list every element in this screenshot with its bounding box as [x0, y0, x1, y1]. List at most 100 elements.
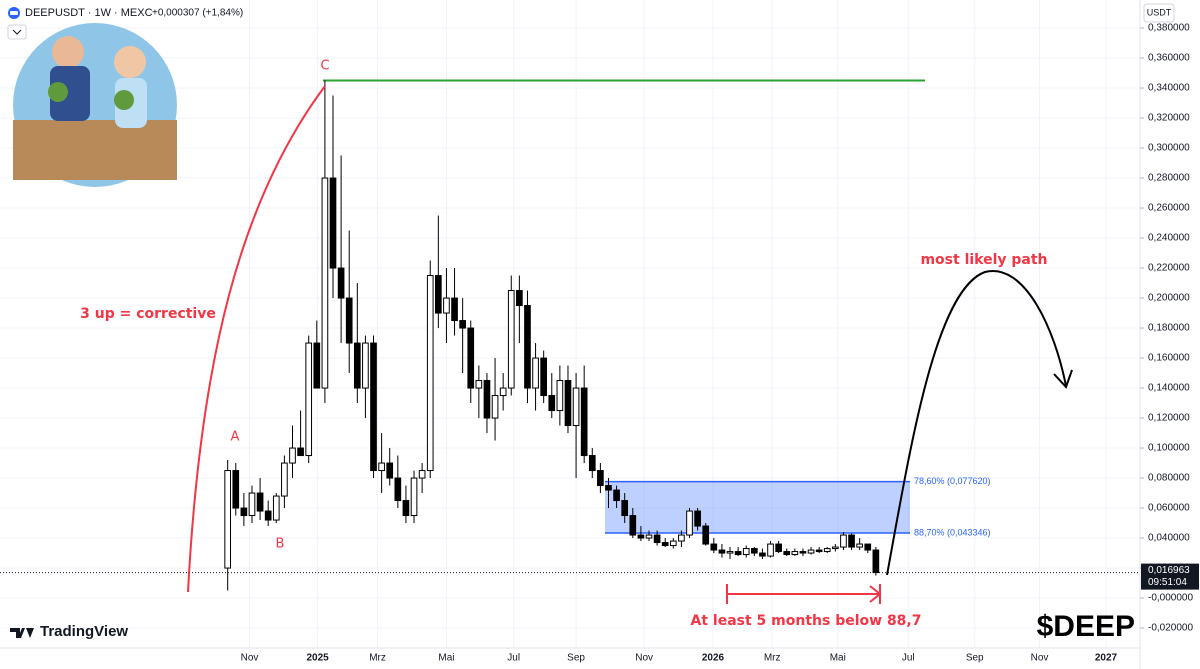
- y-tick-label: 0,320000: [1148, 113, 1190, 124]
- symbol: DEEPUSDT · 1W · MEXC: [25, 7, 153, 19]
- candle-body: [305, 342, 313, 457]
- avatar-body: [50, 66, 90, 121]
- wave-label: A: [231, 430, 240, 445]
- x-tick-label: Nov: [241, 653, 259, 664]
- y-tick-label: 0,180000: [1148, 323, 1190, 334]
- candle-body: [564, 380, 572, 427]
- candle-body: [605, 485, 612, 491]
- avatar: [13, 23, 177, 187]
- x-tick-label: Mai: [438, 653, 454, 664]
- candle-body: [864, 543, 872, 551]
- candle-body: [475, 380, 483, 389]
- candle-body: [410, 477, 418, 517]
- candle-body: [256, 492, 264, 512]
- avatar-coconut: [114, 90, 134, 110]
- candle-body: [718, 549, 726, 554]
- candle-body: [856, 543, 863, 548]
- candle-body: [572, 387, 580, 427]
- candle-body: [516, 290, 523, 307]
- candle-body: [840, 534, 847, 548]
- brand: TradingView: [40, 623, 128, 640]
- candle-body: [653, 534, 661, 544]
- candle-body: [742, 548, 750, 556]
- wave-label: C: [320, 59, 329, 74]
- candle-body: [629, 515, 637, 536]
- candle-body: [264, 510, 272, 521]
- y-tick-label: 0,360000: [1148, 53, 1190, 64]
- plot: [0, 0, 1140, 648]
- candle-body: [767, 543, 774, 557]
- price-tag-countdown: 09:51:04: [1148, 577, 1187, 588]
- x-tick-label: 2025: [306, 653, 329, 664]
- candle-body: [823, 548, 831, 553]
- price-tag: [1141, 563, 1199, 590]
- wave-label: B: [276, 537, 285, 552]
- y-tick-label: 0,220000: [1148, 263, 1190, 274]
- y-tick-label: 0,160000: [1148, 353, 1190, 364]
- candle-body: [726, 551, 734, 554]
- candle-body: [597, 470, 604, 487]
- x-tick-label: Sep: [966, 653, 984, 664]
- candle-body: [345, 297, 353, 344]
- change: +0,000307 (+1,84%): [152, 8, 243, 19]
- y-tick-label: 0,040000: [1148, 533, 1190, 544]
- collapse-button[interactable]: [7, 24, 27, 40]
- x-tick-label: Nov: [1031, 653, 1049, 664]
- y-tick-label: 0,200000: [1148, 293, 1190, 304]
- watermark: $DEEP: [1037, 610, 1135, 643]
- candle-body: [872, 549, 880, 574]
- candle-body: [362, 342, 369, 389]
- candle-body: [353, 342, 361, 389]
- candle-body: [815, 549, 823, 553]
- candle-body: [621, 500, 629, 517]
- candle-body: [807, 549, 815, 554]
- candle-body: [402, 500, 410, 517]
- candle-body: [734, 551, 742, 556]
- candle-body: [451, 297, 458, 322]
- candle-body: [418, 470, 426, 479]
- y-tick-label: 0,240000: [1148, 233, 1190, 244]
- candle-body: [394, 477, 402, 502]
- candle-body: [321, 177, 329, 389]
- y-tick-label: 0,080000: [1148, 473, 1190, 484]
- x-tick-label: Mrz: [369, 653, 386, 664]
- avatar-floor: [13, 120, 177, 180]
- candle-body: [669, 540, 677, 547]
- candle-body: [240, 507, 248, 517]
- candle-body: [435, 275, 442, 314]
- annotation: most likely path: [920, 252, 1047, 268]
- y-tick-label: 0,060000: [1148, 503, 1190, 514]
- candle-body: [426, 275, 434, 472]
- avatar-head: [52, 36, 84, 68]
- fib-zone: [605, 481, 910, 534]
- candle-body: [759, 552, 766, 557]
- candle-body: [483, 380, 491, 419]
- candle-body: [272, 495, 280, 521]
- y-tick-label: 0,300000: [1148, 143, 1190, 154]
- x-tick-label: Mrz: [764, 653, 781, 664]
- duration-arrow-ends: [726, 584, 882, 604]
- candle-body: [370, 342, 377, 472]
- candle-body: [386, 462, 394, 479]
- x-tick-label: Sep: [567, 653, 585, 664]
- y-tick-label: 0,100000: [1148, 443, 1190, 454]
- candle-body: [694, 510, 701, 527]
- y-tick-label: 0,280000: [1148, 173, 1190, 184]
- avatar-head: [114, 46, 146, 78]
- candle-body: [588, 455, 596, 472]
- candle-body: [750, 548, 758, 554]
- annotation: At least 5 months below 88,7: [691, 613, 922, 629]
- candle-body: [337, 267, 345, 299]
- candle-body: [459, 320, 466, 329]
- y-tick-label: 0,260000: [1148, 203, 1190, 214]
- candle-body: [580, 387, 588, 457]
- currency-button[interactable]: [1143, 3, 1175, 23]
- candle-body: [224, 470, 232, 569]
- y-tick-label: -0,020000: [1148, 623, 1193, 634]
- x-tick-label: Nov: [635, 653, 653, 664]
- candle-body: [678, 534, 685, 542]
- candle-body: [799, 551, 807, 554]
- y-tick-label: 0,140000: [1148, 383, 1190, 394]
